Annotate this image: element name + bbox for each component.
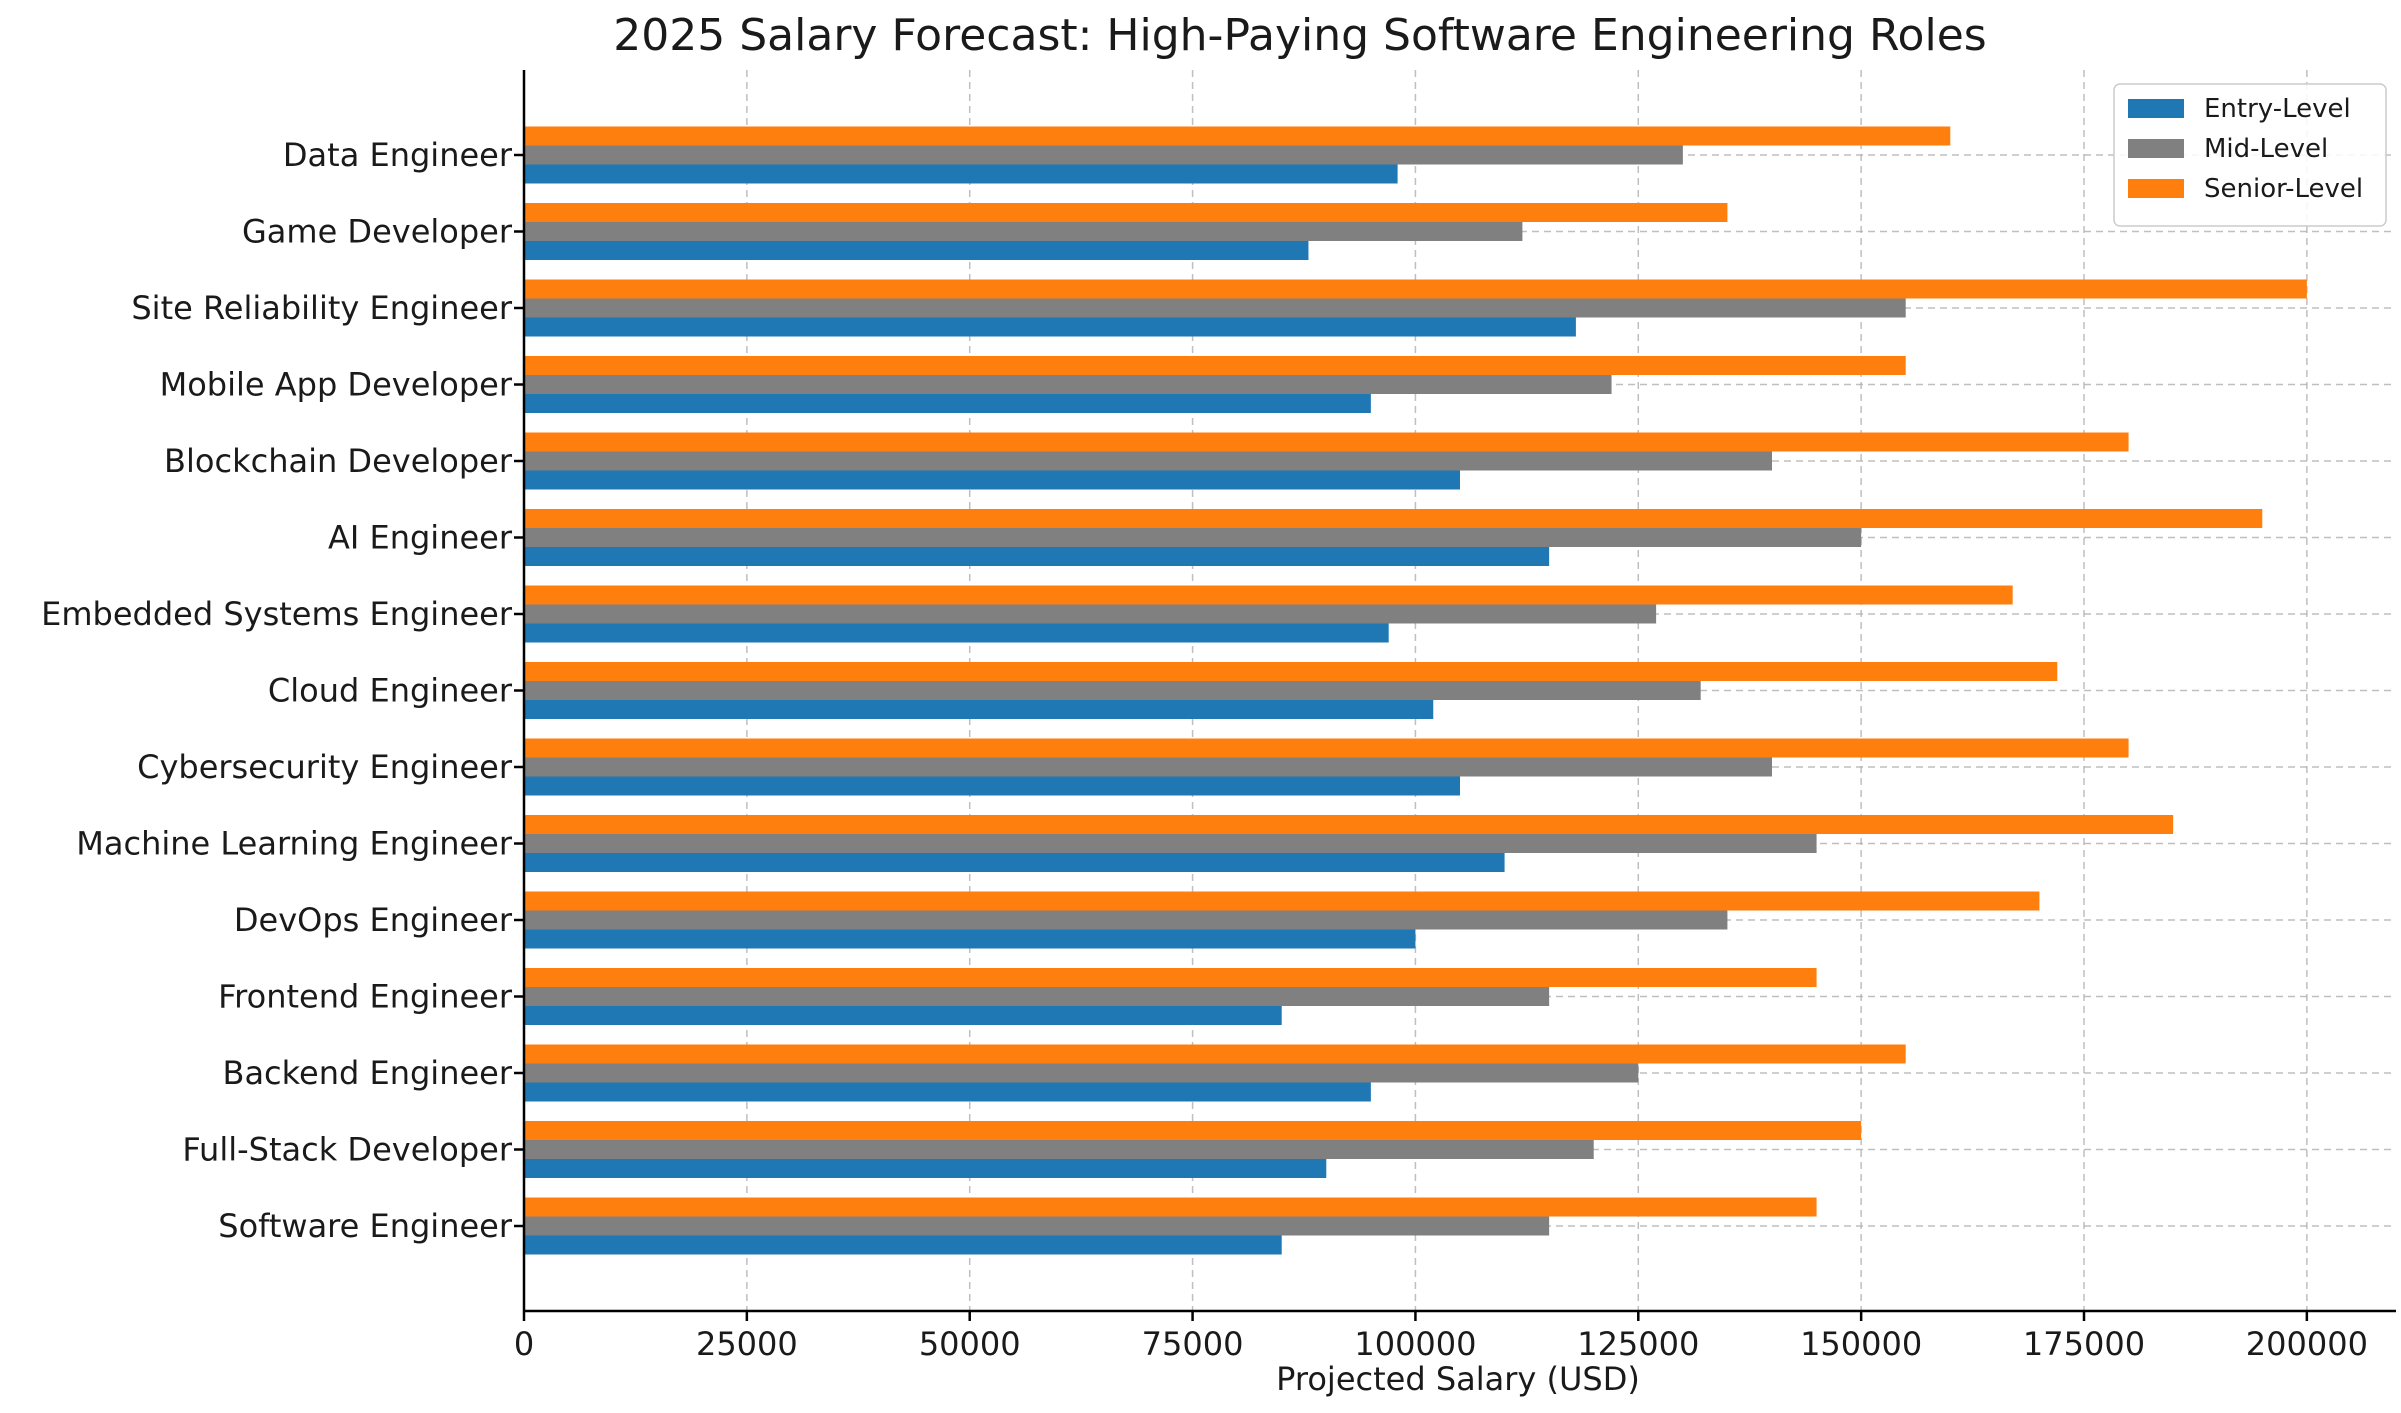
legend-label-mid-level: Mid-Level — [2204, 134, 2328, 164]
legend-label-entry-level: Entry-Level — [2204, 94, 2351, 124]
bar-mid-level — [524, 145, 1683, 165]
chart-title: 2025 Salary Forecast: High-Paying Softwa… — [613, 10, 1986, 61]
bar-mid-level — [524, 451, 1772, 471]
bar-senior-level — [524, 509, 2263, 528]
bar-senior-level — [524, 279, 2307, 299]
y-tick-labels: Software Engineer Full-Stack Developer Bac… — [41, 136, 513, 1245]
y-tick-label: Blockchain Developer — [164, 442, 513, 480]
y-tick-label: Machine Learning Engineer — [76, 825, 513, 863]
bar-mid-level — [524, 375, 1612, 394]
bars — [524, 126, 2307, 1255]
bar-mid-level — [524, 987, 1550, 1006]
y-tick-label: Site Reliability Engineer — [131, 289, 512, 327]
bar-mid-level — [524, 222, 1523, 241]
legend-label-senior-level: Senior-Level — [2204, 174, 2363, 204]
bar-entry-level — [524, 317, 1576, 337]
y-tick-label: AI Engineer — [328, 519, 513, 557]
bar-mid-level — [524, 757, 1772, 777]
bar-senior-level — [524, 662, 2058, 681]
bar-entry-level — [524, 700, 1434, 719]
bar-entry-level — [524, 776, 1460, 796]
bar-senior-level — [524, 1197, 1817, 1217]
y-tick-label: Data Engineer — [283, 136, 513, 174]
bar-entry-level — [524, 1006, 1282, 1025]
bar-mid-level — [524, 1140, 1594, 1159]
y-tick-label: Mobile App Developer — [160, 366, 513, 404]
legend-swatch-mid-level — [2128, 139, 2184, 158]
bar-entry-level — [524, 929, 1416, 949]
y-tick-label: Backend Engineer — [222, 1054, 512, 1092]
bar-senior-level — [524, 815, 2174, 834]
x-tick-label: 175000 — [2023, 1325, 2145, 1363]
bar-senior-level — [524, 738, 2129, 758]
bar-senior-level — [524, 891, 2040, 911]
bar-mid-level — [524, 604, 1657, 624]
bar-entry-level — [524, 547, 1550, 566]
bar-senior-level — [524, 1044, 1906, 1064]
x-axis-label: Projected Salary (USD) — [1276, 1360, 1640, 1398]
bar-mid-level — [524, 681, 1701, 700]
x-tick-labels: 0 25000 50000 75000 100000 125000 150000 175000… — [514, 1325, 2368, 1363]
bar-mid-level — [524, 910, 1728, 930]
bar-entry-level — [524, 470, 1460, 490]
bar-mid-level — [524, 528, 1862, 547]
x-tick-label: 50000 — [919, 1325, 1021, 1363]
y-tick-label: Embedded Systems Engineer — [41, 595, 513, 633]
bar-senior-level — [524, 203, 1728, 222]
x-tick-label: 100000 — [1354, 1325, 1476, 1363]
y-tick-label: Game Developer — [242, 213, 513, 251]
legend-swatch-senior-level — [2128, 179, 2184, 198]
x-tick-label: 150000 — [1800, 1325, 1922, 1363]
bar-senior-level — [524, 968, 1817, 987]
bar-entry-level — [524, 394, 1371, 413]
bar-mid-level — [524, 298, 1906, 318]
y-tick-label: Cybersecurity Engineer — [137, 748, 513, 786]
y-tick-label: DevOps Engineer — [234, 901, 513, 939]
axes — [514, 70, 2396, 1321]
bar-senior-level — [524, 432, 2129, 452]
bar-mid-level — [524, 834, 1817, 853]
x-tick-label: 25000 — [696, 1325, 798, 1363]
bar-mid-level — [524, 1216, 1550, 1236]
bar-mid-level — [524, 1063, 1639, 1083]
bar-entry-level — [524, 1082, 1371, 1102]
bar-entry-level — [524, 241, 1309, 260]
x-tick-label: 75000 — [1142, 1325, 1244, 1363]
x-tick-label: 125000 — [1577, 1325, 1699, 1363]
y-tick-label: Full-Stack Developer — [182, 1131, 512, 1169]
bar-entry-level — [524, 164, 1398, 184]
x-tick-label: 0 — [514, 1325, 534, 1363]
bar-entry-level — [524, 1159, 1327, 1178]
bar-senior-level — [524, 585, 2013, 605]
x-tick-label: 200000 — [2246, 1325, 2368, 1363]
bar-entry-level — [524, 853, 1505, 872]
y-tick-label: Frontend Engineer — [218, 978, 513, 1016]
y-tick-label: Software Engineer — [218, 1207, 513, 1245]
legend-swatch-entry-level — [2128, 99, 2184, 118]
bar-senior-level — [524, 356, 1906, 375]
bar-senior-level — [524, 1121, 1862, 1140]
legend: Entry-Level Mid-Level Senior-Level — [2113, 83, 2387, 227]
bar-entry-level — [524, 623, 1389, 643]
y-tick-label: Cloud Engineer — [268, 672, 513, 710]
bar-senior-level — [524, 126, 1951, 146]
bar-entry-level — [524, 1235, 1282, 1255]
